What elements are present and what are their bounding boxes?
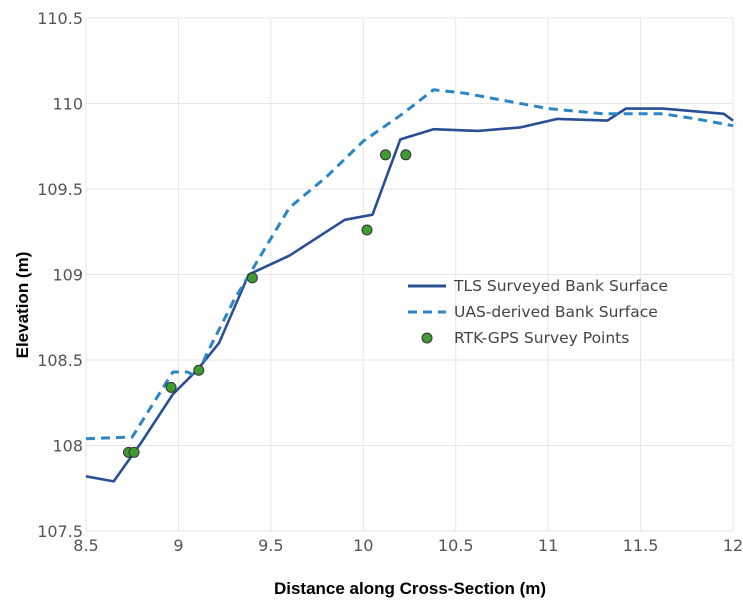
uas-series-line (85, 88, 734, 441)
x-tick-label: 9 (173, 536, 183, 555)
x-axis-title: Distance along Cross-Section (m) (274, 579, 546, 598)
rtk-gps-point (165, 381, 177, 393)
rtk-gps-point (128, 446, 140, 458)
y-tick-label: 108 (52, 437, 83, 456)
tls-series-line (85, 107, 734, 483)
legend: TLS Surveyed Bank Surface UAS-derived Ban… (408, 277, 668, 347)
y-tick-label: 107.5 (37, 522, 83, 541)
grid-lines (85, 17, 734, 532)
rtk-gps-point (193, 364, 205, 376)
y-tick-label: 109.5 (37, 180, 83, 199)
legend-label: UAS-derived Bank Surface (454, 303, 658, 321)
tick-labels: 8.5 9 9.5 10 10.5 11 11.5 12 107.5 108 108.5 109 109… (37, 9, 743, 555)
y-tick-label: 108.5 (37, 351, 83, 370)
series-layer (85, 88, 734, 483)
y-tick-label: 109 (52, 266, 83, 285)
x-tick-label: 9.5 (258, 536, 283, 555)
x-tick-label: 8.5 (73, 536, 98, 555)
x-tick-label: 12 (723, 536, 743, 555)
y-tick-label: 110.5 (37, 9, 83, 28)
rtk-gps-point (400, 149, 412, 161)
x-tick-label: 10 (353, 536, 373, 555)
legend-label: TLS Surveyed Bank Surface (453, 277, 668, 295)
y-axis-title: Elevation (m) (13, 252, 32, 359)
rtk-gps-point (379, 149, 391, 161)
x-tick-label: 10.5 (438, 536, 474, 555)
x-tick-label: 11 (538, 536, 558, 555)
legend-label: RTK-GPS Survey Points (454, 329, 629, 347)
legend-marker (421, 332, 433, 344)
x-tick-label: 11.5 (623, 536, 659, 555)
rtk-gps-point (246, 272, 258, 284)
y-tick-label: 110 (52, 95, 83, 114)
rtk-gps-point (361, 224, 373, 236)
